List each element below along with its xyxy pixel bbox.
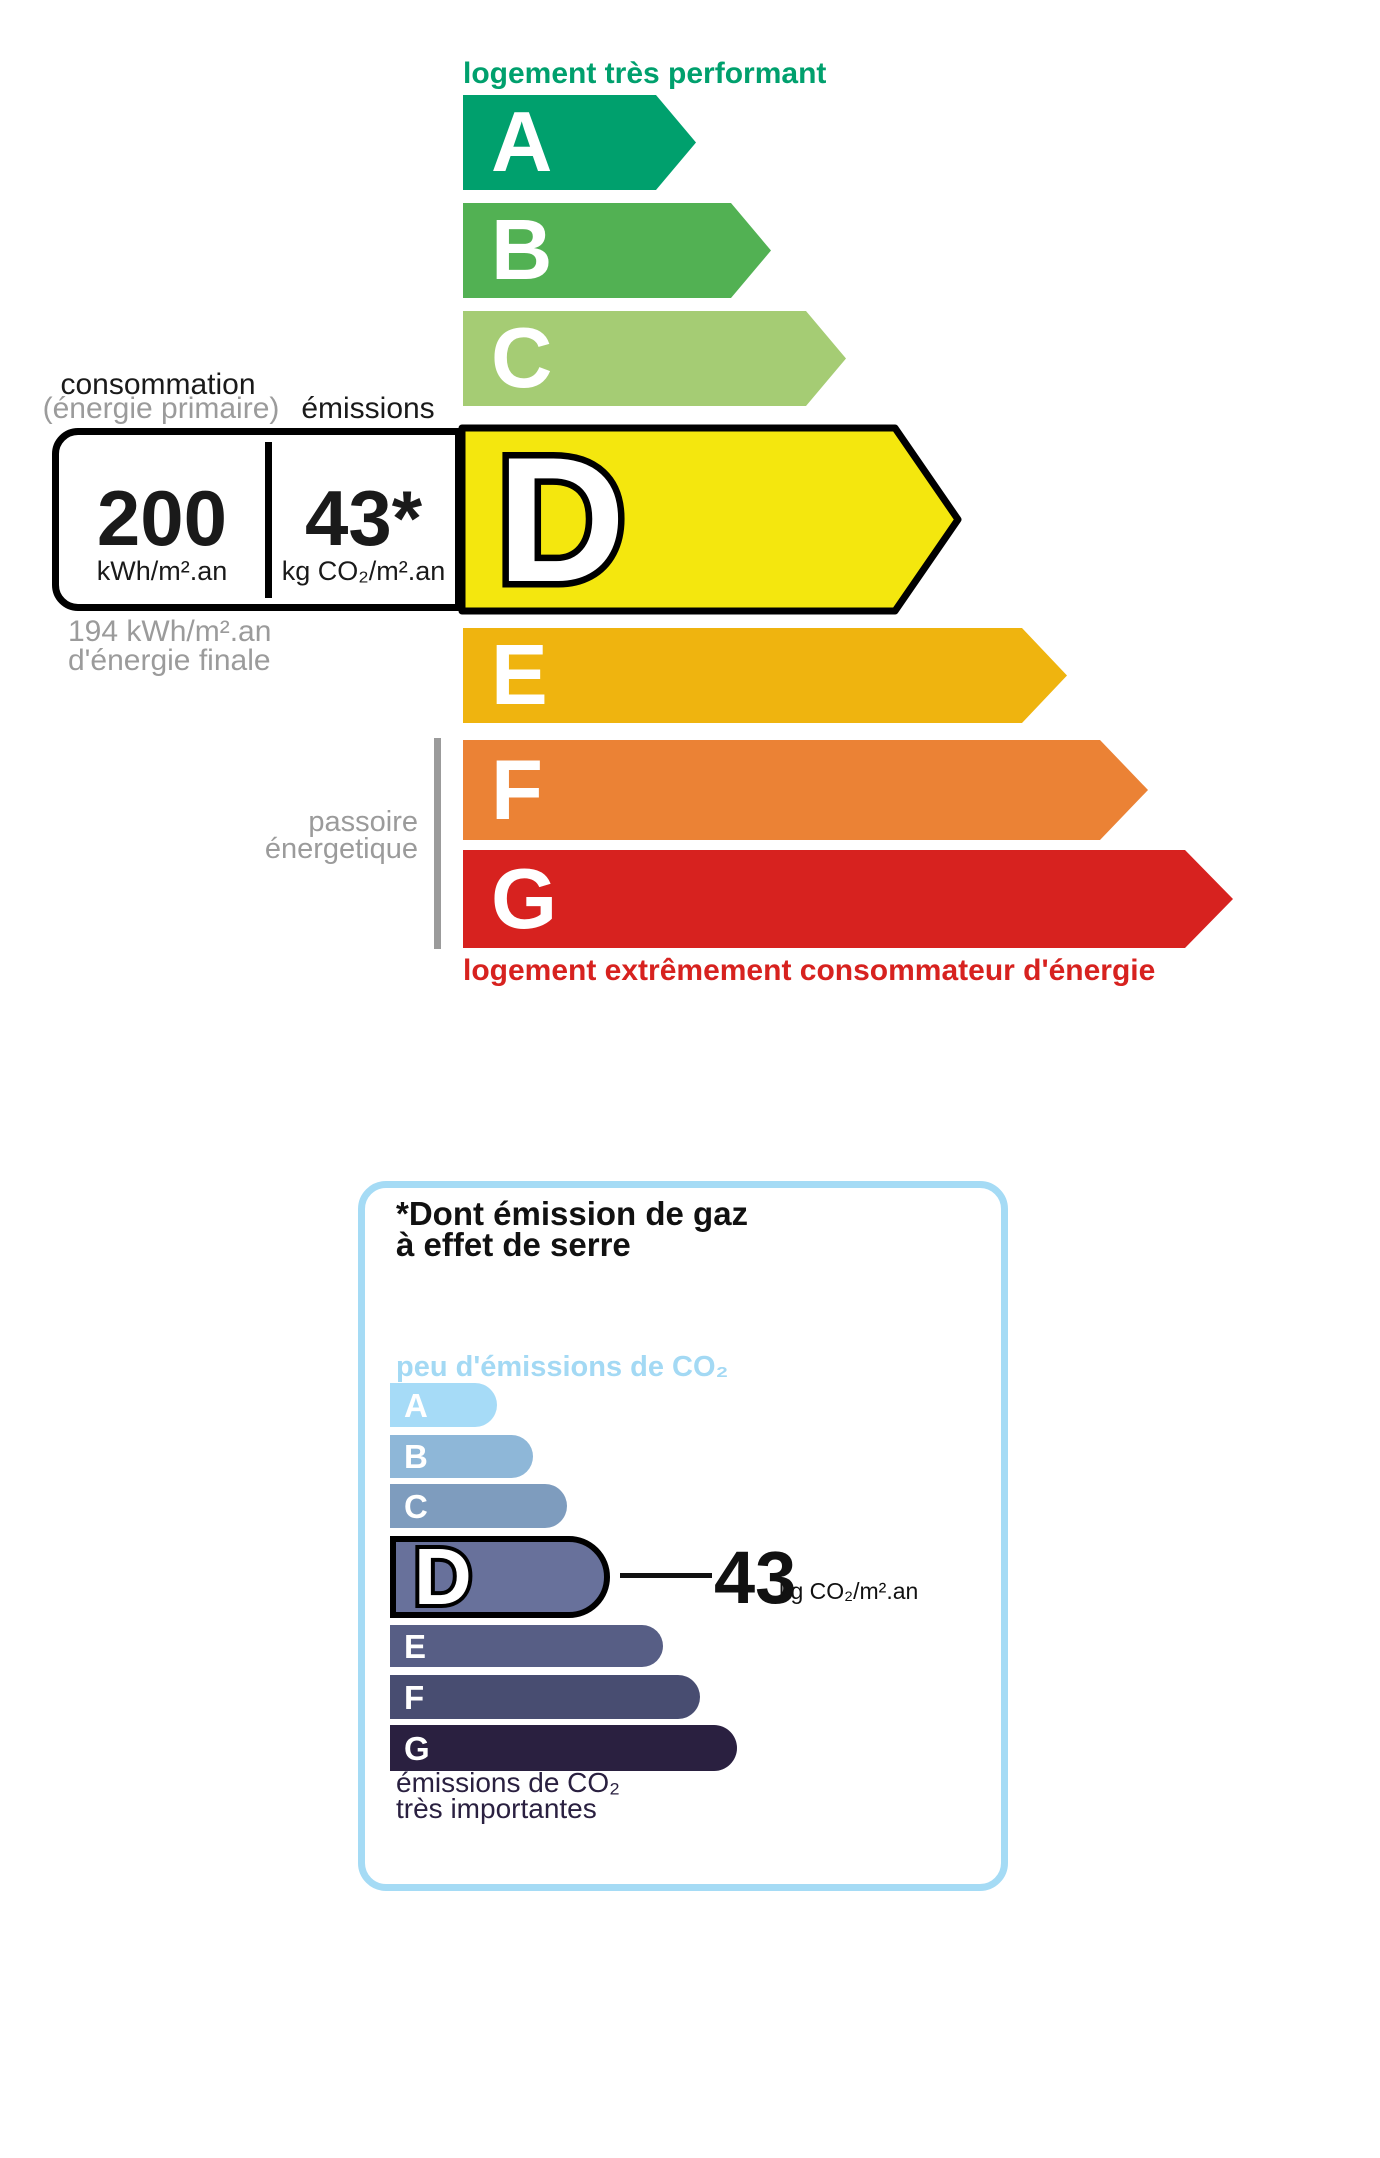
selected-class-letter-fill: D (497, 419, 626, 619)
ges-bar-letter: B (404, 1438, 428, 1475)
energy-bar-letter: C (491, 311, 553, 406)
sieve-label-line1: passoire (308, 806, 418, 838)
energy-bar-letter: G (491, 851, 558, 947)
ges-callout-line (620, 1573, 712, 1578)
ges-bar-letter: A (404, 1386, 428, 1424)
ges-selected-letter-fill: D (414, 1532, 472, 1621)
consumption-label: consommation (60, 368, 256, 401)
emissions-cell: 43* kg CO₂/m².an (272, 435, 455, 604)
ges-title-line1: *Dont émission de gaz (396, 1195, 749, 1232)
energy-bar-letter: E (491, 628, 548, 723)
ges-bar-e: E (390, 1625, 663, 1667)
ges-bar-letter: E (404, 1627, 427, 1665)
energy-bar-letter: A (491, 95, 553, 190)
consumption-value: 200 (96, 474, 228, 562)
ges-title: *Dont émission de gaz à effet de serre (396, 1195, 749, 1263)
selected-class-arrow (458, 424, 962, 615)
energy-bar-a: A (463, 95, 696, 190)
energy-bar-e: E (463, 628, 1067, 723)
consumption-cell: 200 kWh/m².an (59, 435, 265, 604)
ges-bottom-caption-line1: émissions de CO₂ (396, 1767, 621, 1798)
ges-bar-g: G (390, 1725, 737, 1771)
ges-top-caption: peu d'émissions de CO₂ (396, 1351, 729, 1383)
value-box-divider (265, 442, 272, 598)
energy-bar-letter: B (491, 203, 553, 298)
value-box: 200 kWh/m².an 43* kg CO₂/m².an (52, 428, 462, 611)
ges-title-line2: à effet de serre (396, 1226, 631, 1263)
sieve-divider-line (434, 738, 441, 949)
energy-bar-letter: F (491, 742, 543, 838)
selected-class-letter-wrap: D D (463, 419, 893, 619)
top-caption: logement très performant (463, 57, 827, 90)
ges-bar-letter: G (404, 1729, 430, 1767)
consumption-sublabel: (énergie primaire) (42, 392, 280, 425)
ges-bar-f: F (390, 1675, 700, 1719)
ges-bar-b: B (390, 1435, 533, 1478)
energy-bar-g: G (463, 850, 1233, 948)
final-energy-line2: d'énergie finale (68, 644, 271, 677)
ges-bottom-caption: émissions de CO₂ très importantes (396, 1767, 621, 1824)
ges-bar-d-selected: D D (390, 1532, 610, 1621)
ges-bar-c: C (390, 1484, 567, 1528)
sieve-label: passoire énergetique (180, 806, 418, 865)
ges-bottom-caption-line2: très importantes (396, 1793, 597, 1824)
selected-class-letter: D D (491, 419, 633, 619)
ges-bar-letter: C (404, 1487, 428, 1525)
final-energy-line1: 194 kWh/m².an (68, 615, 272, 648)
emissions-label: émissions (301, 392, 435, 425)
final-energy-note: 194 kWh/m².an d'énergie finale (68, 615, 272, 677)
sieve-label-line2: énergetique (264, 833, 418, 865)
selected-class-letter-outline: D (491, 419, 633, 619)
ges-bar-letter: F (404, 1678, 425, 1716)
energy-bar-b: B (463, 203, 771, 298)
energy-bar-f: F (463, 740, 1148, 840)
ges-selected-letter: D D (410, 1532, 476, 1621)
ges-bar-a: A (390, 1383, 497, 1427)
selected-class-arrow-shape (458, 424, 962, 615)
consumption-unit: kWh/m².an (96, 556, 228, 586)
ges-unit: kg CO₂/m².an (779, 1578, 919, 1604)
ges-selected-letter-outline: D (410, 1532, 476, 1621)
emissions-unit: kg CO₂/m².an (281, 556, 446, 586)
bottom-caption: logement extrêmement consommateur d'éner… (463, 954, 1156, 987)
energy-bar-c: C (463, 311, 846, 406)
ges-value: 43 (714, 1536, 797, 1619)
emissions-value: 43* (304, 474, 423, 562)
